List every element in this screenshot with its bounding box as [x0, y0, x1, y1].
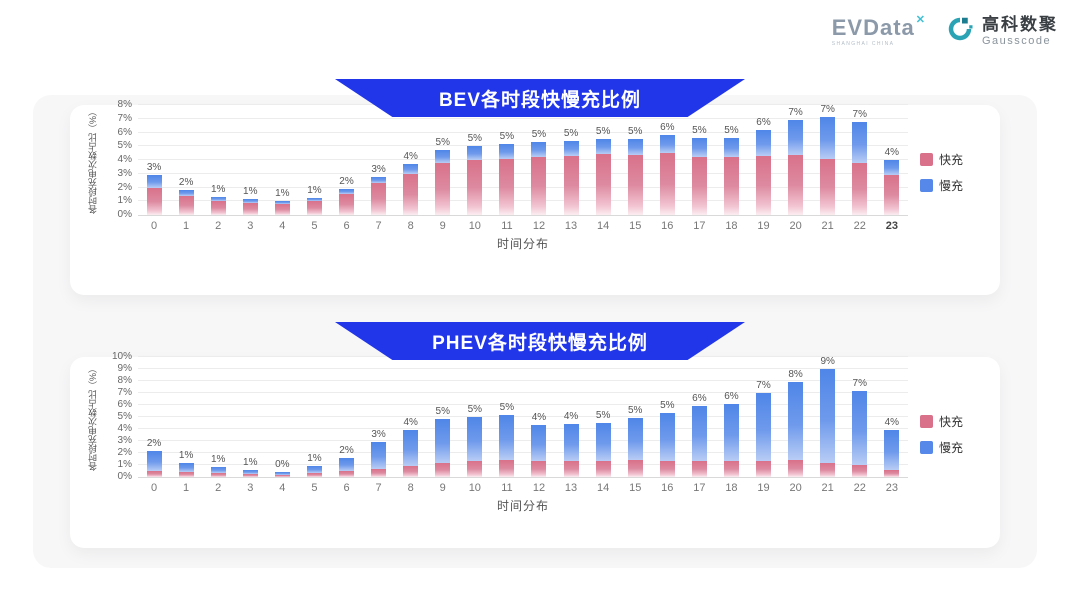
bev-chart-banner: BEV各时段快慢充比例 — [335, 79, 745, 117]
evdata-x-icon: ✕ — [915, 13, 925, 26]
evdata-logo: EVData ✕ SHANGHAI CHINA — [831, 13, 925, 47]
gausscode-logo: 高科数聚 Gausscode — [945, 14, 1058, 49]
gausscode-logo-cn: 高科数聚 — [982, 15, 1058, 35]
gausscode-mark-icon — [945, 14, 975, 49]
header-logos: EVData ✕ SHANGHAI CHINA 高科数聚 Gausscode — [832, 14, 1058, 49]
evdata-logo-text: EVData — [831, 14, 915, 40]
gausscode-logo-en: Gausscode — [982, 34, 1052, 47]
evdata-logo-subtext: SHANGHAI CHINA — [831, 40, 895, 47]
phev-chart-banner: PHEV各时段快慢充比例 — [335, 322, 745, 360]
phev-chart-title: PHEV各时段快慢充比例 — [432, 332, 648, 354]
bev-chart-title: BEV各时段快慢充比例 — [438, 89, 642, 111]
